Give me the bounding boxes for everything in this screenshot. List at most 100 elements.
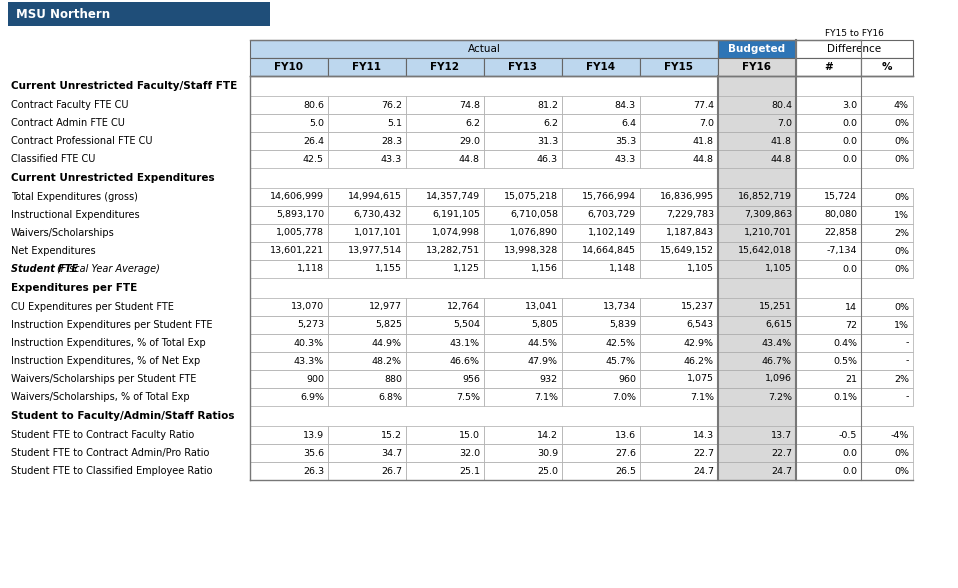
Bar bbox=[328, 260, 406, 278]
Text: 26.5: 26.5 bbox=[615, 466, 636, 476]
Text: FY14: FY14 bbox=[586, 62, 616, 72]
Bar bbox=[484, 242, 562, 260]
Text: 6,615: 6,615 bbox=[765, 320, 792, 329]
Bar bbox=[328, 132, 406, 150]
Text: 6.2: 6.2 bbox=[543, 119, 558, 128]
Text: 48.2%: 48.2% bbox=[372, 356, 402, 366]
Text: Student FTE to Contract Faculty Ratio: Student FTE to Contract Faculty Ratio bbox=[11, 430, 194, 440]
Bar bbox=[250, 388, 328, 406]
Bar bbox=[861, 242, 913, 260]
Text: Contract Admin FTE CU: Contract Admin FTE CU bbox=[11, 118, 125, 128]
Bar bbox=[861, 132, 913, 150]
Bar bbox=[484, 444, 562, 462]
Text: 14,357,749: 14,357,749 bbox=[426, 192, 480, 202]
Text: 14.3: 14.3 bbox=[693, 430, 714, 439]
Bar bbox=[640, 242, 718, 260]
Text: 0%: 0% bbox=[894, 302, 909, 312]
Bar bbox=[861, 150, 913, 168]
Text: 47.9%: 47.9% bbox=[528, 356, 558, 366]
Bar bbox=[718, 334, 796, 352]
Bar bbox=[640, 462, 718, 480]
Text: 1,076,890: 1,076,890 bbox=[510, 229, 558, 238]
Text: Current Unrestricted Faculty/Staff FTE: Current Unrestricted Faculty/Staff FTE bbox=[11, 81, 238, 91]
Text: 7.0: 7.0 bbox=[699, 119, 714, 128]
Text: Difference: Difference bbox=[828, 44, 881, 54]
Text: 44.8: 44.8 bbox=[771, 155, 792, 163]
Bar bbox=[640, 298, 718, 316]
Bar bbox=[861, 58, 913, 76]
Bar bbox=[640, 444, 718, 462]
Bar bbox=[796, 206, 861, 224]
Text: Waivers/Scholarships: Waivers/Scholarships bbox=[11, 228, 115, 238]
Text: 6,730,432: 6,730,432 bbox=[354, 211, 402, 219]
Bar bbox=[406, 188, 484, 206]
Text: FY15 to FY16: FY15 to FY16 bbox=[825, 29, 884, 38]
Text: Actual: Actual bbox=[468, 44, 500, 54]
Text: -: - bbox=[905, 393, 909, 402]
Bar bbox=[796, 352, 861, 370]
Text: Contract Faculty FTE CU: Contract Faculty FTE CU bbox=[11, 100, 128, 110]
Bar bbox=[718, 206, 796, 224]
Text: 7.1%: 7.1% bbox=[534, 393, 558, 402]
Text: 0.4%: 0.4% bbox=[833, 339, 857, 348]
Bar bbox=[861, 352, 913, 370]
Bar bbox=[328, 388, 406, 406]
Bar bbox=[250, 96, 328, 114]
Bar bbox=[484, 462, 562, 480]
Bar bbox=[406, 224, 484, 242]
Text: 932: 932 bbox=[540, 375, 558, 383]
Text: Instruction Expenditures, % of Net Exp: Instruction Expenditures, % of Net Exp bbox=[11, 356, 200, 366]
Bar bbox=[250, 150, 328, 168]
Text: 46.7%: 46.7% bbox=[762, 356, 792, 366]
Text: Budgeted: Budgeted bbox=[728, 44, 786, 54]
Bar bbox=[796, 426, 861, 444]
Text: 46.6%: 46.6% bbox=[450, 356, 480, 366]
Bar bbox=[718, 242, 796, 260]
Text: 1,156: 1,156 bbox=[531, 265, 558, 273]
Text: 43.3: 43.3 bbox=[615, 155, 636, 163]
Bar bbox=[861, 334, 913, 352]
Text: 6.9%: 6.9% bbox=[300, 393, 324, 402]
Text: 1,096: 1,096 bbox=[765, 375, 792, 383]
Text: 7,309,863: 7,309,863 bbox=[743, 211, 792, 219]
Bar bbox=[718, 370, 796, 388]
Bar bbox=[328, 96, 406, 114]
Bar bbox=[861, 188, 913, 206]
Text: 0.5%: 0.5% bbox=[833, 356, 857, 366]
Text: 13,734: 13,734 bbox=[603, 302, 636, 312]
Bar bbox=[718, 132, 796, 150]
Text: 22.7: 22.7 bbox=[771, 449, 792, 457]
Bar bbox=[718, 426, 796, 444]
Text: Total Expenditures (gross): Total Expenditures (gross) bbox=[11, 192, 138, 202]
Text: 1,148: 1,148 bbox=[609, 265, 636, 273]
Bar bbox=[328, 114, 406, 132]
Text: 80.6: 80.6 bbox=[303, 101, 324, 109]
Text: 26.4: 26.4 bbox=[303, 136, 324, 145]
Text: 15,649,152: 15,649,152 bbox=[660, 246, 714, 256]
Text: Expenditures per FTE: Expenditures per FTE bbox=[11, 283, 137, 293]
Bar bbox=[562, 334, 640, 352]
Text: 15,237: 15,237 bbox=[681, 302, 714, 312]
Bar bbox=[861, 316, 913, 334]
Text: 14.2: 14.2 bbox=[537, 430, 558, 439]
Text: 21: 21 bbox=[845, 375, 857, 383]
Bar bbox=[562, 224, 640, 242]
Bar bbox=[640, 370, 718, 388]
Text: 12,764: 12,764 bbox=[447, 302, 480, 312]
Text: 5,273: 5,273 bbox=[297, 320, 324, 329]
Bar bbox=[861, 114, 913, 132]
Bar bbox=[562, 114, 640, 132]
Text: 22.7: 22.7 bbox=[693, 449, 714, 457]
Bar bbox=[250, 444, 328, 462]
Text: 16,836,995: 16,836,995 bbox=[660, 192, 714, 202]
Text: 5.1: 5.1 bbox=[387, 119, 402, 128]
Bar bbox=[718, 462, 796, 480]
Text: (Fiscal Year Average): (Fiscal Year Average) bbox=[57, 264, 160, 274]
Text: 1,125: 1,125 bbox=[453, 265, 480, 273]
Bar bbox=[796, 388, 861, 406]
Text: 1,187,843: 1,187,843 bbox=[666, 229, 714, 238]
Bar bbox=[796, 462, 861, 480]
Bar bbox=[406, 206, 484, 224]
Bar bbox=[562, 58, 640, 76]
Text: 1,075: 1,075 bbox=[687, 375, 714, 383]
